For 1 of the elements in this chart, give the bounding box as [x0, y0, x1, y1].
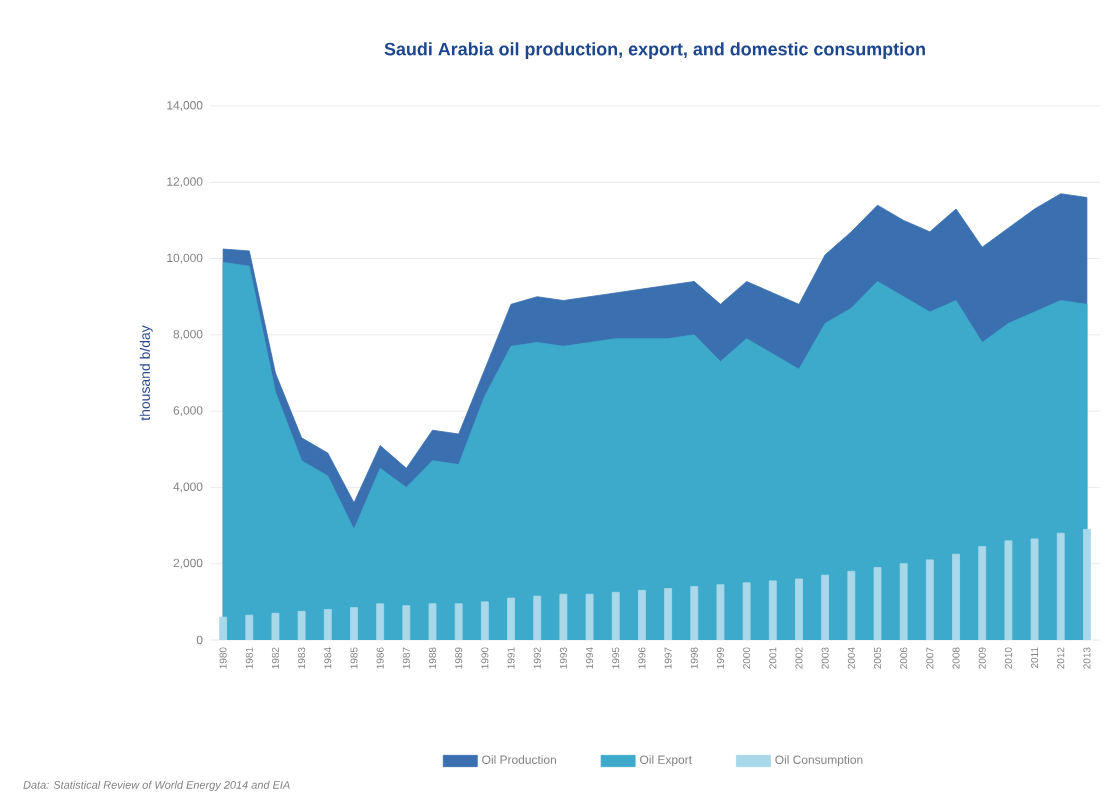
- chart-title: Saudi Arabia oil production, export, and domestic consumption: [384, 42, 925, 59]
